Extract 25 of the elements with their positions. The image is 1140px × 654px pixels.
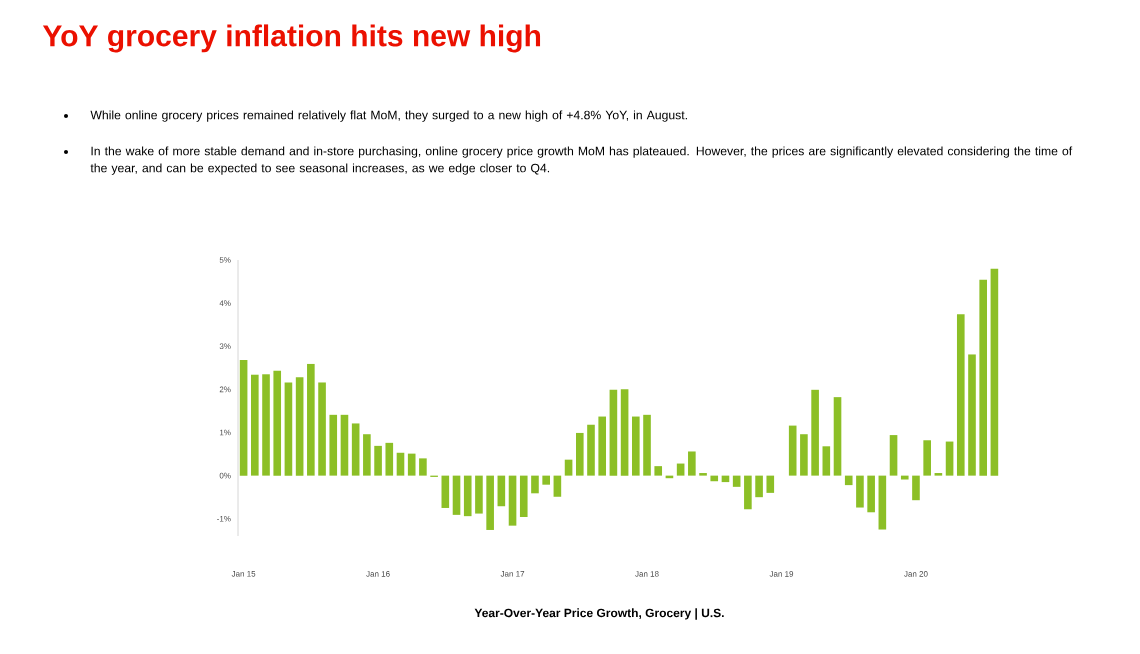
bar: [340, 414, 349, 476]
bar: [553, 475, 562, 497]
bar: [351, 423, 360, 476]
bar: [710, 475, 719, 482]
bar: [878, 475, 887, 530]
bar: [609, 389, 618, 476]
bar: [945, 441, 954, 476]
chart-title: YoY grocery inflation hits new high: [42, 24, 541, 53]
bar: [620, 389, 629, 476]
bar: [441, 475, 450, 508]
bar: [452, 475, 461, 515]
bar: [923, 440, 931, 476]
bar: [239, 360, 248, 476]
bar: [833, 397, 842, 476]
bar: [822, 446, 831, 476]
bar: [676, 463, 685, 476]
bar: [396, 452, 405, 476]
bar: [497, 475, 506, 507]
bar: [732, 475, 741, 487]
bar: [990, 268, 999, 476]
bar: [295, 377, 304, 476]
bar: [889, 435, 898, 476]
bar: [564, 459, 573, 476]
bar: [508, 475, 517, 526]
bar: [284, 382, 293, 476]
